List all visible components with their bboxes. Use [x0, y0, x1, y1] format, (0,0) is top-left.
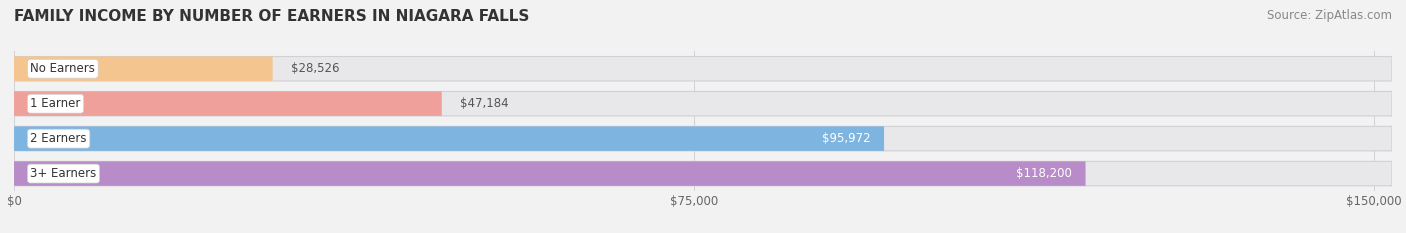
Text: $118,200: $118,200 [1017, 167, 1071, 180]
Text: Source: ZipAtlas.com: Source: ZipAtlas.com [1267, 9, 1392, 22]
FancyBboxPatch shape [14, 161, 1085, 186]
Text: $28,526: $28,526 [291, 62, 339, 75]
FancyBboxPatch shape [14, 57, 1392, 81]
FancyBboxPatch shape [14, 92, 1392, 116]
Text: $95,972: $95,972 [823, 132, 870, 145]
FancyBboxPatch shape [14, 161, 1392, 186]
Text: 3+ Earners: 3+ Earners [31, 167, 97, 180]
Text: $47,184: $47,184 [460, 97, 509, 110]
Text: 2 Earners: 2 Earners [31, 132, 87, 145]
FancyBboxPatch shape [14, 126, 884, 151]
Text: No Earners: No Earners [31, 62, 96, 75]
FancyBboxPatch shape [14, 57, 273, 81]
Text: 1 Earner: 1 Earner [31, 97, 80, 110]
FancyBboxPatch shape [14, 92, 441, 116]
FancyBboxPatch shape [14, 126, 1392, 151]
Text: FAMILY INCOME BY NUMBER OF EARNERS IN NIAGARA FALLS: FAMILY INCOME BY NUMBER OF EARNERS IN NI… [14, 9, 530, 24]
